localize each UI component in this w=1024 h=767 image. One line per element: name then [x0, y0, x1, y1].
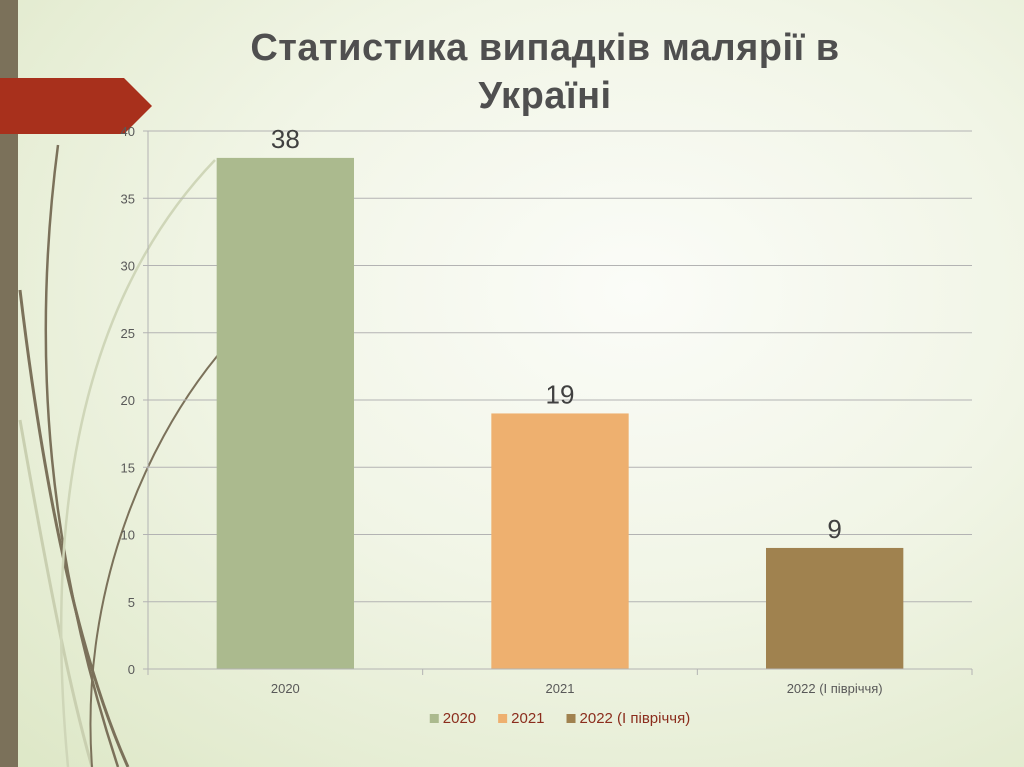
x-tick-label: 2021	[546, 681, 575, 696]
y-tick-label: 5	[128, 595, 135, 610]
legend-swatch	[566, 714, 576, 723]
bar	[491, 413, 629, 669]
bar	[766, 547, 904, 669]
x-tick-label: 2020	[271, 681, 300, 696]
legend-swatch	[429, 714, 439, 723]
legend-swatch	[498, 714, 508, 723]
decorative-swirls	[18, 144, 219, 767]
y-tick-label: 40	[121, 124, 135, 139]
left-decor-strip	[0, 0, 18, 767]
data-label: 9	[827, 514, 841, 544]
bar	[216, 157, 354, 669]
data-label: 19	[546, 379, 575, 409]
data-label: 38	[271, 124, 300, 154]
chart-title: Статистика випадків малярії в Україні	[250, 27, 840, 117]
y-tick-label: 20	[121, 393, 135, 408]
y-tick-label: 10	[121, 528, 135, 543]
y-tick-label: 30	[121, 259, 135, 274]
y-tick-label: 15	[121, 460, 135, 475]
legend-label: 2021	[511, 710, 544, 727]
y-tick-label: 35	[121, 191, 135, 206]
x-tick-label: 2022 (I півріччя)	[787, 681, 883, 696]
legend-label: 2022 (I півріччя)	[580, 710, 691, 727]
red-tab-decor	[0, 78, 152, 134]
legend: 2020 2021 2022 (I півріччя)	[429, 710, 691, 727]
y-tick-label: 25	[121, 326, 135, 341]
y-tick-label: 0	[128, 662, 135, 677]
legend-label: 2020	[443, 710, 476, 727]
